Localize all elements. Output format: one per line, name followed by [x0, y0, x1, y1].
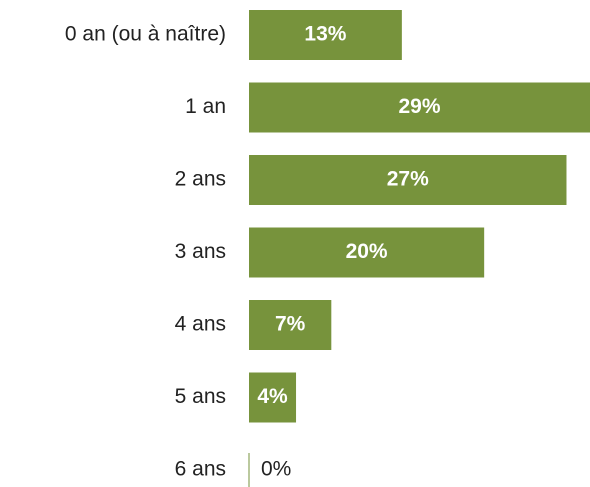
data-label: 20%: [346, 240, 388, 263]
bar: [249, 372, 297, 423]
category-label: 0 an (ou à naître): [65, 23, 226, 46]
data-label: 27%: [387, 168, 429, 191]
bar: [249, 227, 485, 278]
data-label: 7%: [275, 313, 306, 336]
category-label: 6 ans: [175, 458, 226, 481]
bar: [249, 155, 567, 205]
bar: [249, 300, 332, 350]
category-label: 1 an: [185, 95, 226, 118]
data-label: 4%: [257, 385, 288, 408]
category-label: 3 ans: [175, 240, 226, 263]
bar: [249, 82, 590, 133]
category-label: 5 ans: [175, 385, 226, 408]
data-label: 0%: [261, 458, 291, 481]
data-label: 13%: [304, 23, 346, 46]
category-label: 2 ans: [175, 168, 226, 191]
category-label: 4 ans: [175, 313, 226, 336]
data-label: 29%: [398, 95, 440, 118]
bar: [249, 10, 402, 60]
